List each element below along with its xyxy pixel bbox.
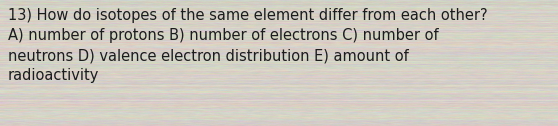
Text: 13) How do isotopes of the same element differ from each other?
A) number of pro: 13) How do isotopes of the same element …: [8, 8, 488, 83]
